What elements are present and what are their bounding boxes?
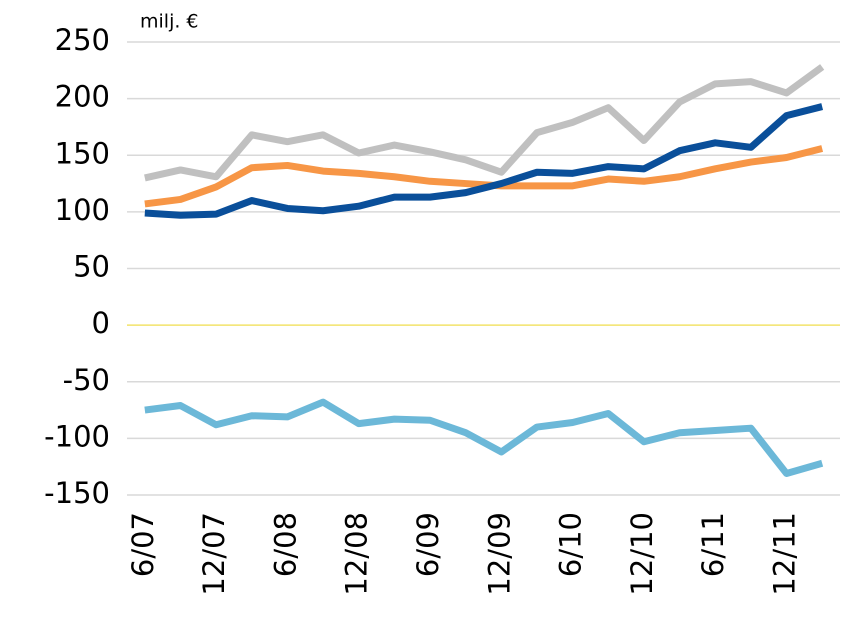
y-tick-label: -150	[44, 476, 110, 510]
y-tick-label: 250	[55, 23, 110, 57]
x-tick-label: 12/10	[625, 512, 659, 596]
y-tick-label: 100	[55, 193, 110, 227]
x-tick-label: 12/11	[768, 512, 802, 596]
y-tick-label: -50	[63, 363, 110, 397]
x-tick-label: 12/07	[197, 512, 231, 596]
x-tick-label: 6/08	[268, 512, 302, 577]
x-tick-label: 6/09	[411, 512, 445, 577]
line-series	[144, 398, 824, 477]
y-tick-label: 50	[73, 250, 110, 284]
x-tick-label: 6/07	[126, 512, 160, 577]
y-tick-label: -100	[44, 419, 110, 453]
x-tick-label: 12/08	[340, 512, 374, 596]
line-series	[144, 103, 824, 219]
y-tick-label: 200	[55, 80, 110, 114]
y-unit-label: milj. €	[140, 11, 199, 33]
line-series	[144, 145, 824, 208]
x-tick-label: 12/09	[482, 512, 516, 596]
y-tick-label: 150	[55, 136, 110, 170]
line-series	[144, 64, 825, 182]
x-tick-label: 6/10	[554, 512, 588, 577]
x-tick-label: 6/11	[696, 512, 730, 577]
y-tick-label: 0	[92, 306, 110, 340]
